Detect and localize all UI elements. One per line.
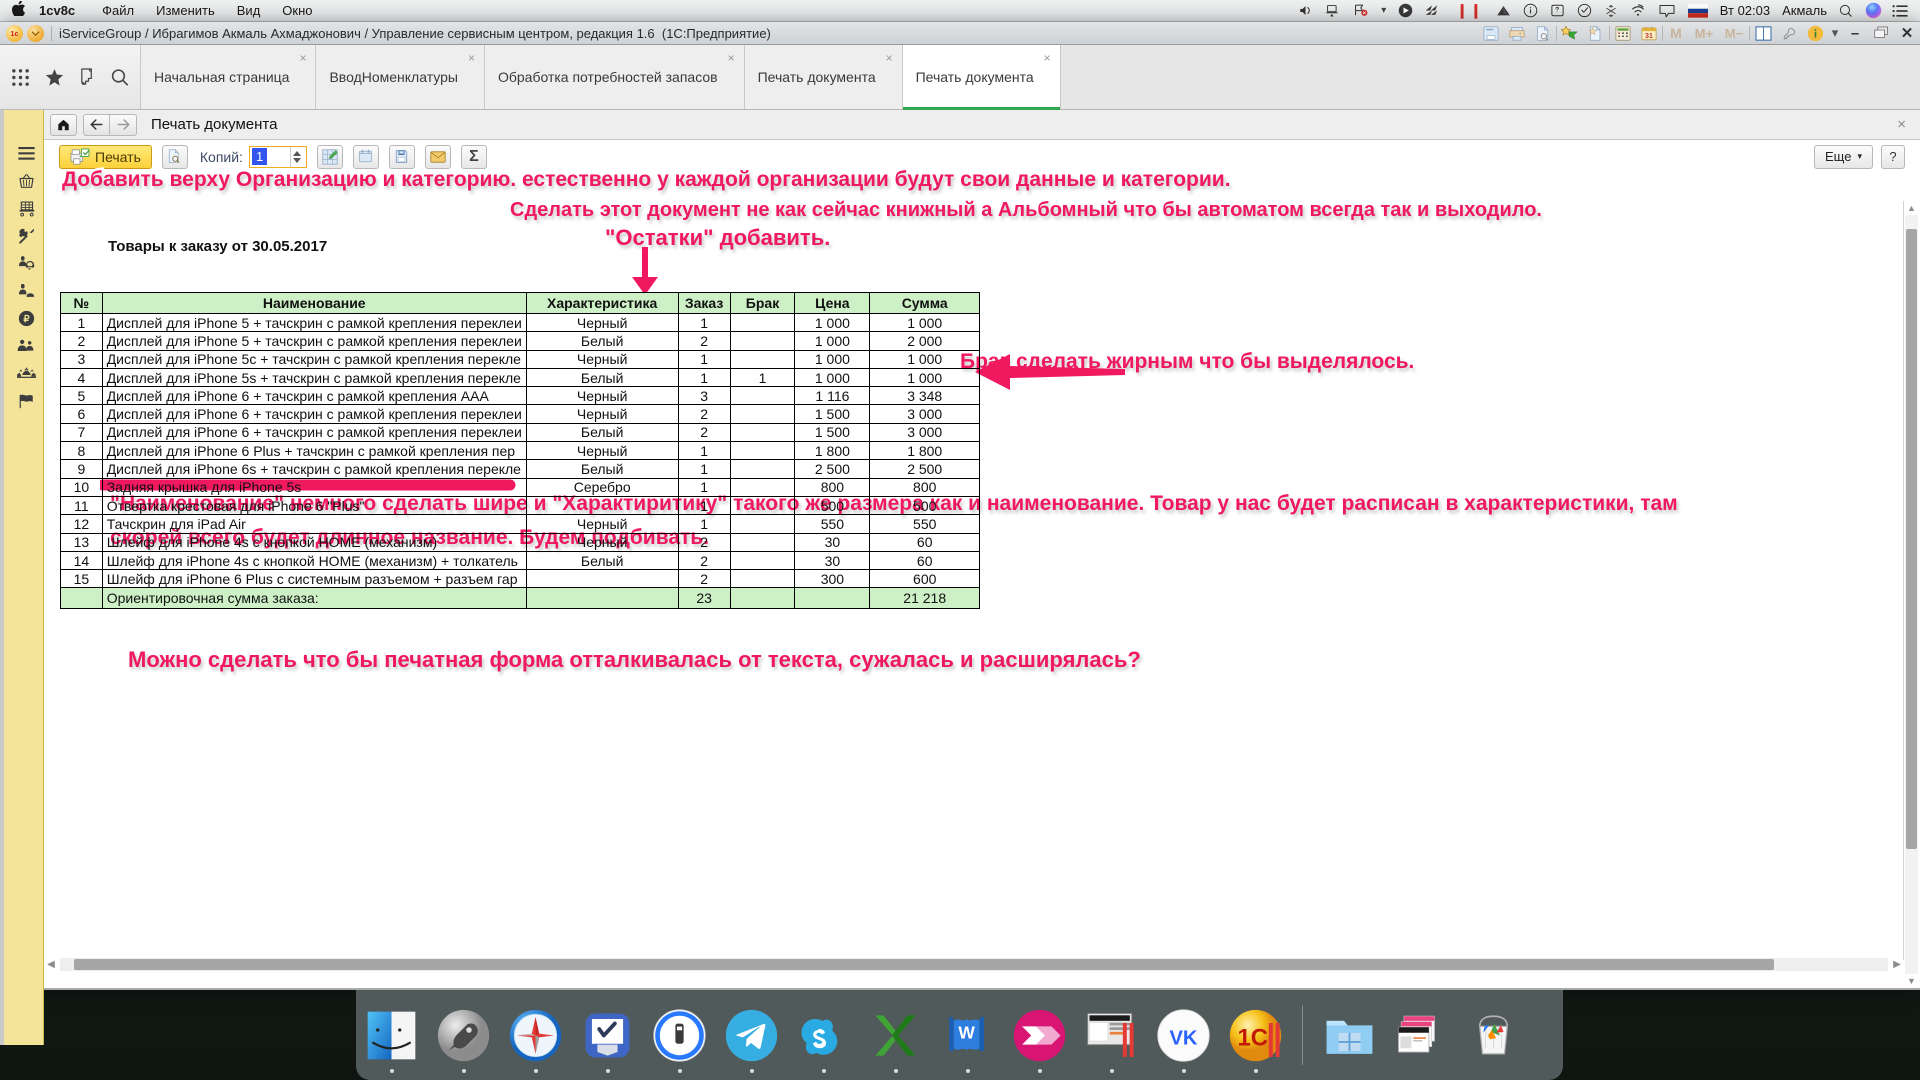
svg-text:₽: ₽ bbox=[23, 314, 29, 324]
svg-text:1C: 1C bbox=[1238, 1024, 1268, 1051]
svg-text:31: 31 bbox=[1645, 31, 1653, 39]
svg-text:1c: 1c bbox=[11, 30, 19, 38]
svg-text:W: W bbox=[958, 1022, 975, 1042]
svg-text:VK: VK bbox=[1169, 1027, 1197, 1049]
